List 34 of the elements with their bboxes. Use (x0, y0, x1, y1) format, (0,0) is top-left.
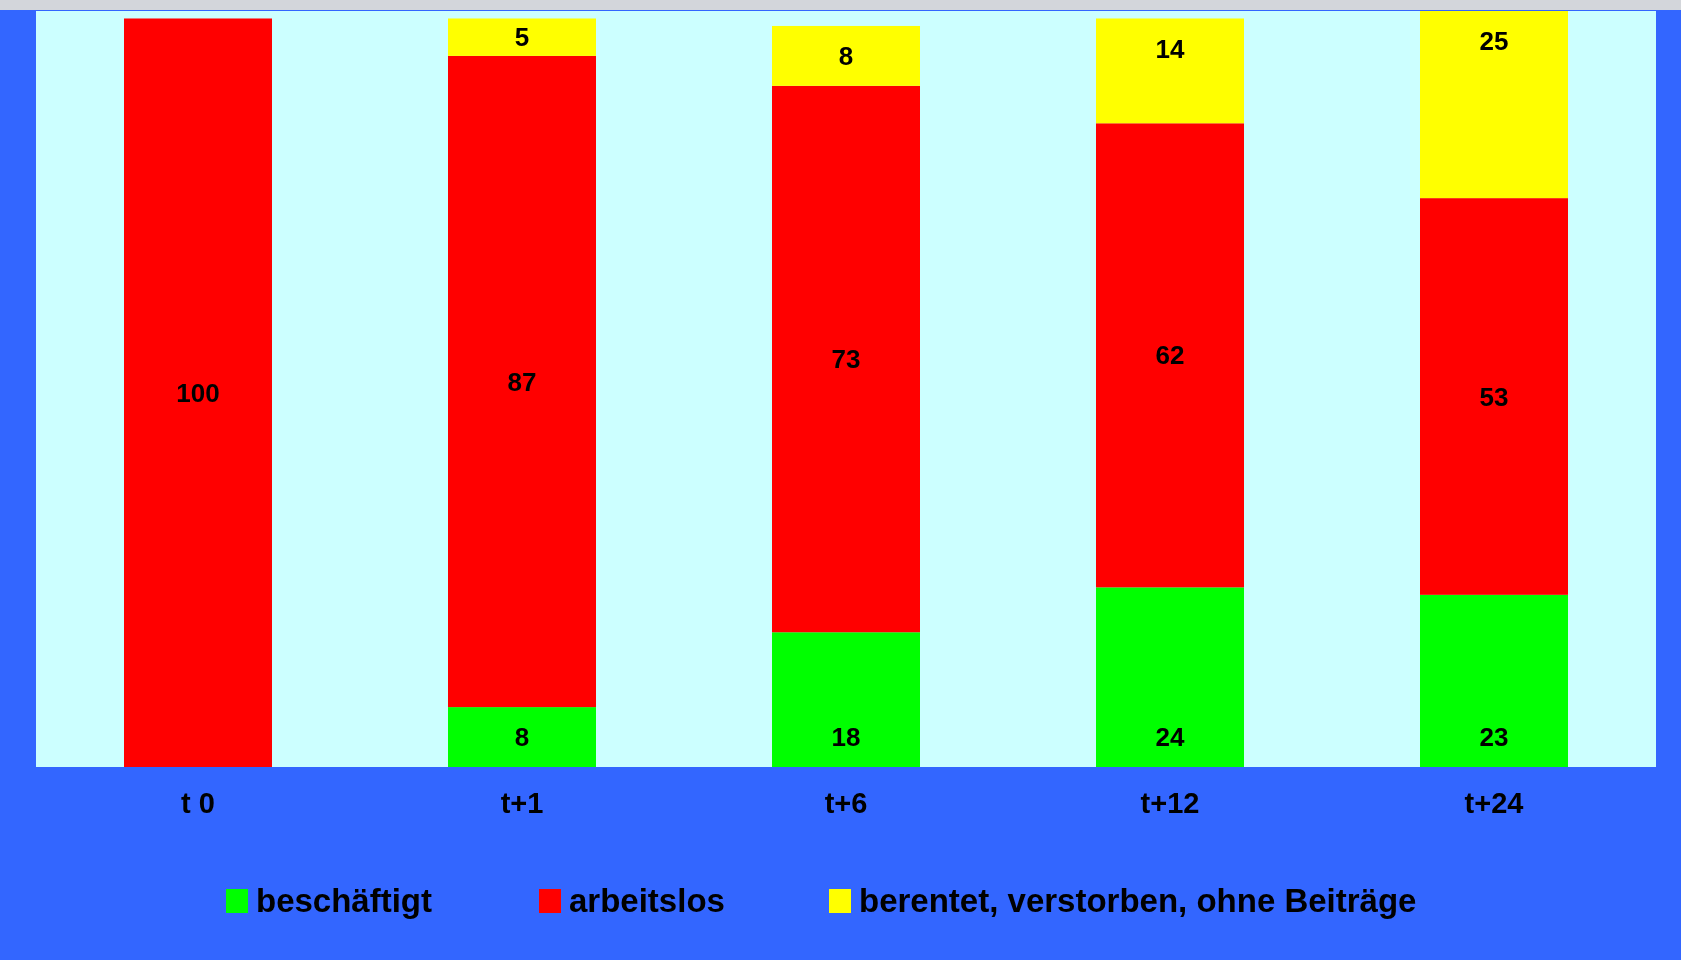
data-label: 8 (838, 41, 854, 72)
x-tick-label: t+1 (500, 787, 544, 819)
data-label: 18 (831, 722, 861, 753)
bar (448, 55, 596, 708)
data-label: 25 (1479, 26, 1509, 57)
bar (1096, 123, 1244, 588)
x-tick-label: t+24 (1464, 787, 1524, 819)
data-label: 23 (1479, 722, 1509, 753)
x-tick-label: t+6 (824, 787, 868, 819)
bar (448, 707, 596, 767)
data-label: 53 (1479, 381, 1509, 412)
x-tick-label: t+12 (1140, 787, 1200, 819)
bar (1420, 594, 1568, 767)
data-label: 87 (507, 366, 537, 397)
bar (772, 632, 920, 767)
bar (1420, 198, 1568, 595)
x-tick-label: t 0 (181, 787, 215, 819)
data-label: 14 (1155, 33, 1185, 64)
bar (1096, 587, 1244, 767)
legend-label: berentet, verstorben, ohne Beiträge (859, 882, 1417, 919)
legend-label: beschäftigt (256, 882, 433, 919)
data-label: 8 (514, 722, 530, 753)
data-label: 62 (1155, 340, 1185, 371)
data-label: 73 (831, 344, 861, 375)
data-label: 100 (176, 377, 220, 408)
bar (124, 18, 272, 767)
bar (1096, 18, 1244, 124)
bar (1420, 11, 1568, 199)
bar (772, 85, 920, 633)
bar (772, 25, 920, 86)
data-label: 5 (514, 22, 530, 53)
legend-label: arbeitslos (569, 882, 725, 919)
data-label: 24 (1155, 722, 1185, 753)
bar (448, 18, 596, 56)
